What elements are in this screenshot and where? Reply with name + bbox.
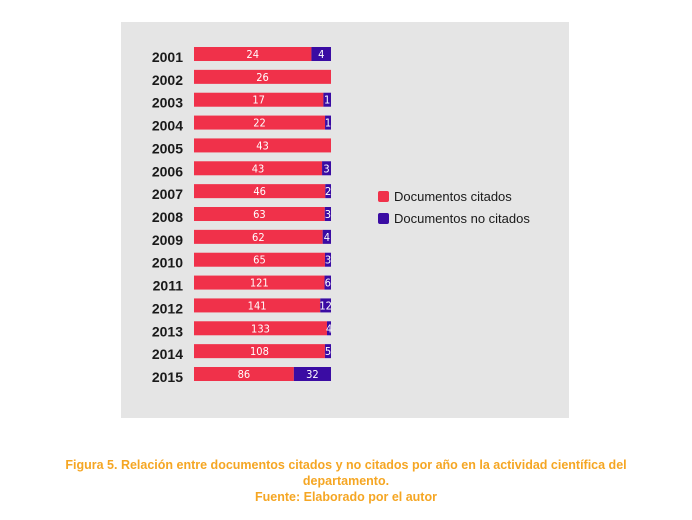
bar-citados (194, 115, 326, 130)
data-label-no-citados: 32 (306, 368, 319, 381)
year-label: 2009 (152, 232, 183, 248)
data-label-citados: 17 (252, 94, 265, 107)
bar-citados (194, 298, 321, 313)
bar-citados (194, 367, 294, 381)
data-label-no-citados: 4 (326, 322, 332, 335)
data-label-citados: 22 (253, 117, 266, 130)
year-label: 2003 (152, 95, 183, 111)
bar-no-citados (322, 161, 331, 176)
year-label: 2002 (152, 72, 183, 88)
year-label: 2007 (152, 186, 183, 202)
data-label-no-citados: 12 (319, 299, 332, 312)
figure-caption: Figura 5. Relación entre documentos cita… (0, 457, 692, 505)
data-label-no-citados: 4 (318, 48, 324, 61)
year-label: 2015 (152, 369, 183, 385)
data-label-no-citados: 4 (324, 231, 330, 244)
year-label: 2008 (152, 209, 183, 225)
chart-panel: 2001 24 4 2002 26 2003 17 1 2004 22 1 2005 43 2006 43 3… (121, 22, 569, 418)
data-label-no-citados: 3 (325, 254, 331, 267)
year-label: 2001 (152, 49, 183, 65)
bar-no-citados (322, 229, 331, 244)
data-label-citados: 46 (253, 185, 266, 198)
legend-label: Documentos citados (394, 189, 512, 204)
data-label-citados: 86 (238, 368, 251, 381)
data-label-citados: 133 (251, 322, 270, 335)
data-label-no-citados: 1 (324, 94, 330, 107)
bar-citados (194, 184, 326, 199)
year-label: 2004 (152, 118, 183, 134)
bar-no-citados (324, 275, 331, 290)
data-label-citados: 141 (248, 299, 267, 312)
bar-citados (194, 47, 312, 61)
year-label: 2013 (152, 323, 183, 339)
legend-swatch (378, 213, 389, 224)
bar-no-citados (325, 115, 331, 130)
caption-line-1: Figura 5. Relación entre documentos cita… (65, 458, 627, 472)
bar-no-citados (324, 344, 331, 359)
data-label-no-citados: 5 (325, 345, 331, 358)
bar-citados (194, 92, 324, 107)
data-label-no-citados: 3 (323, 162, 329, 175)
year-label: 2012 (152, 300, 183, 316)
data-label-citados: 65 (253, 254, 266, 267)
bar-no-citados (325, 184, 331, 199)
data-label-citados: 63 (253, 208, 266, 221)
bar-citados (194, 69, 331, 84)
data-label-citados: 108 (250, 345, 269, 358)
bar-no-citados (324, 207, 331, 221)
data-label-no-citados: 1 (325, 117, 331, 130)
bar-no-citados (324, 252, 331, 267)
data-label-citados: 24 (246, 48, 259, 61)
data-label-citados: 43 (252, 162, 265, 175)
bar-citados (194, 138, 331, 153)
bar-citados (194, 275, 325, 290)
year-label: 2005 (152, 140, 183, 156)
bar-citados (194, 161, 323, 176)
year-label: 2014 (152, 346, 183, 362)
data-label-citados: 62 (252, 231, 265, 244)
legend: Documentos citados Documentos no citados (378, 189, 530, 226)
bar-no-citados (323, 92, 331, 107)
caption-line-2: departamento. (302, 474, 390, 488)
year-label: 2006 (152, 163, 183, 179)
legend-swatch (378, 191, 389, 202)
data-label-citados: 26 (256, 71, 269, 84)
data-label-no-citados: 2 (325, 185, 331, 198)
bar-no-citados (293, 367, 331, 381)
year-label: 2010 (152, 255, 183, 271)
bar-no-citados (320, 298, 331, 313)
caption-line-3: Fuente: Elaborado por el autor (255, 490, 437, 504)
bar-citados (194, 207, 325, 221)
bar-citados (194, 229, 323, 244)
legend-label: Documentos no citados (394, 211, 530, 226)
bar-no-citados (311, 47, 331, 61)
bar-no-citados (327, 321, 331, 336)
bar-citados (194, 344, 325, 359)
data-label-citados: 43 (256, 139, 269, 152)
year-label: 2011 (153, 278, 184, 294)
bar-citados (194, 252, 325, 267)
data-label-citados: 121 (250, 277, 269, 290)
bar-citados (194, 321, 327, 336)
data-label-no-citados: 6 (325, 277, 331, 290)
data-label-no-citados: 3 (325, 208, 331, 221)
